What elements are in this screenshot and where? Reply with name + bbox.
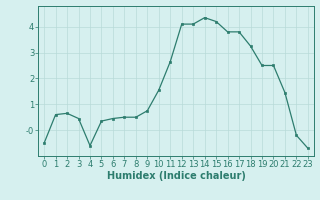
X-axis label: Humidex (Indice chaleur): Humidex (Indice chaleur) [107,171,245,181]
